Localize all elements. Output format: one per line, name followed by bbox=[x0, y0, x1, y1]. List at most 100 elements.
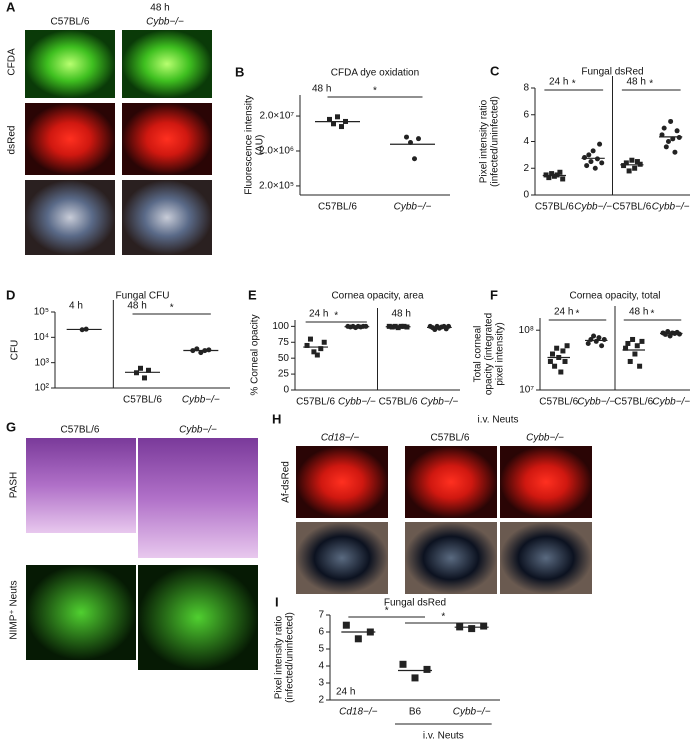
group-label: 24 h bbox=[554, 307, 573, 318]
panel-label: C bbox=[490, 63, 500, 78]
y-tick-label: 6 bbox=[523, 109, 529, 120]
group-label: 48 h bbox=[312, 84, 331, 95]
panel-label: D bbox=[6, 287, 15, 302]
column-label: Cybb−/− bbox=[526, 433, 564, 444]
y-tick-label: 2.0×10⁵ bbox=[259, 181, 294, 192]
image bbox=[500, 446, 592, 518]
image bbox=[25, 103, 115, 175]
chart-title: Fungal dsRed bbox=[384, 598, 446, 609]
data-point bbox=[480, 622, 488, 630]
data-point bbox=[597, 141, 603, 147]
data-point bbox=[560, 348, 566, 354]
data-point bbox=[321, 339, 327, 345]
image bbox=[26, 438, 136, 533]
data-point bbox=[314, 352, 320, 358]
data-point bbox=[399, 660, 407, 668]
group-label: 48 h bbox=[392, 309, 411, 320]
column-label: C57BL/6 bbox=[61, 425, 100, 436]
y-axis-label: opacity (integrated bbox=[484, 313, 495, 395]
y-tick-label: 10⁷ bbox=[519, 385, 534, 396]
data-point bbox=[659, 132, 665, 138]
y-tick-label: 0 bbox=[523, 190, 529, 201]
panel-g: G C57BL/6 Cybb−/− PASH NIMP⁺ Neuts bbox=[6, 419, 258, 670]
group-label: 24 h bbox=[309, 309, 328, 320]
data-point bbox=[412, 156, 417, 162]
data-point bbox=[549, 171, 555, 177]
data-point bbox=[411, 674, 419, 682]
panel-label: I bbox=[275, 594, 279, 609]
data-point bbox=[591, 333, 597, 339]
significance-label: * bbox=[576, 309, 580, 320]
data-point bbox=[582, 155, 588, 161]
data-point bbox=[665, 329, 671, 335]
data-point bbox=[557, 169, 563, 175]
x-tick-label: C57BL/6 bbox=[535, 202, 574, 213]
group-label: 24 h bbox=[549, 77, 568, 88]
data-point bbox=[632, 165, 638, 171]
data-point bbox=[560, 176, 566, 182]
data-point bbox=[446, 323, 452, 329]
data-point bbox=[627, 358, 633, 364]
data-point bbox=[206, 347, 212, 353]
data-point bbox=[551, 173, 557, 179]
data-point bbox=[547, 358, 553, 364]
data-point bbox=[342, 621, 350, 629]
image bbox=[296, 446, 388, 518]
group-label: 48 h bbox=[629, 307, 648, 318]
data-point bbox=[468, 625, 476, 633]
data-point bbox=[584, 163, 590, 169]
data-point bbox=[339, 124, 344, 130]
data-point bbox=[632, 351, 638, 357]
y-tick-label: 6 bbox=[318, 627, 324, 638]
x-tick-label: Cybb−/− bbox=[338, 397, 376, 408]
data-point bbox=[637, 363, 643, 369]
column-label: C57BL/6 bbox=[431, 433, 470, 444]
row-label: NIMP⁺ Neuts bbox=[9, 580, 20, 639]
data-point bbox=[586, 152, 592, 158]
data-point bbox=[626, 168, 632, 174]
column-label: Cybb−/− bbox=[146, 17, 184, 28]
y-tick-label: 75 bbox=[278, 337, 290, 348]
data-point bbox=[550, 351, 555, 357]
data-point bbox=[331, 121, 336, 127]
data-point bbox=[307, 336, 313, 342]
data-point bbox=[630, 336, 636, 342]
panel-a: A 48 h C57BL/6 Cybb−/− CFDA dsRed bbox=[6, 0, 212, 255]
data-point bbox=[634, 159, 640, 165]
data-point bbox=[599, 160, 605, 166]
data-point bbox=[564, 343, 570, 349]
x-tick-label: Cd18−/− bbox=[339, 707, 378, 718]
image bbox=[405, 446, 497, 518]
data-point bbox=[335, 114, 340, 120]
y-axis-label: (infected/uninfected) bbox=[285, 612, 296, 703]
panel-label: A bbox=[6, 0, 16, 14]
data-point bbox=[138, 365, 143, 371]
group-label: i.v. Neuts bbox=[478, 415, 519, 426]
data-point bbox=[601, 336, 607, 342]
data-point bbox=[354, 635, 362, 643]
image bbox=[122, 180, 212, 255]
y-axis-label: Pixel intensity ratio bbox=[274, 615, 285, 699]
chart-title: Fungal CFU bbox=[116, 291, 170, 302]
significance-label: * bbox=[651, 309, 655, 320]
image bbox=[405, 522, 497, 594]
data-point bbox=[592, 165, 598, 171]
panel-label: B bbox=[235, 64, 244, 79]
significance-label: * bbox=[649, 79, 653, 90]
x-tick-label: C57BL/6 bbox=[539, 397, 578, 408]
data-point bbox=[327, 116, 332, 122]
y-tick-label: 4 bbox=[318, 661, 324, 672]
data-point bbox=[670, 136, 676, 142]
x-tick-label: C57BL/6 bbox=[379, 397, 418, 408]
data-point bbox=[665, 139, 671, 144]
x-tick-label: Cybb−/− bbox=[577, 397, 615, 408]
image bbox=[122, 103, 212, 175]
x-tick-label: B6 bbox=[409, 707, 422, 718]
data-point bbox=[599, 343, 605, 349]
data-point bbox=[554, 345, 560, 351]
image bbox=[138, 565, 258, 670]
y-tick-label: 10⁴ bbox=[34, 332, 49, 343]
row-label: dsRed bbox=[7, 126, 18, 155]
sub-label: i.v. Neuts bbox=[423, 731, 464, 742]
